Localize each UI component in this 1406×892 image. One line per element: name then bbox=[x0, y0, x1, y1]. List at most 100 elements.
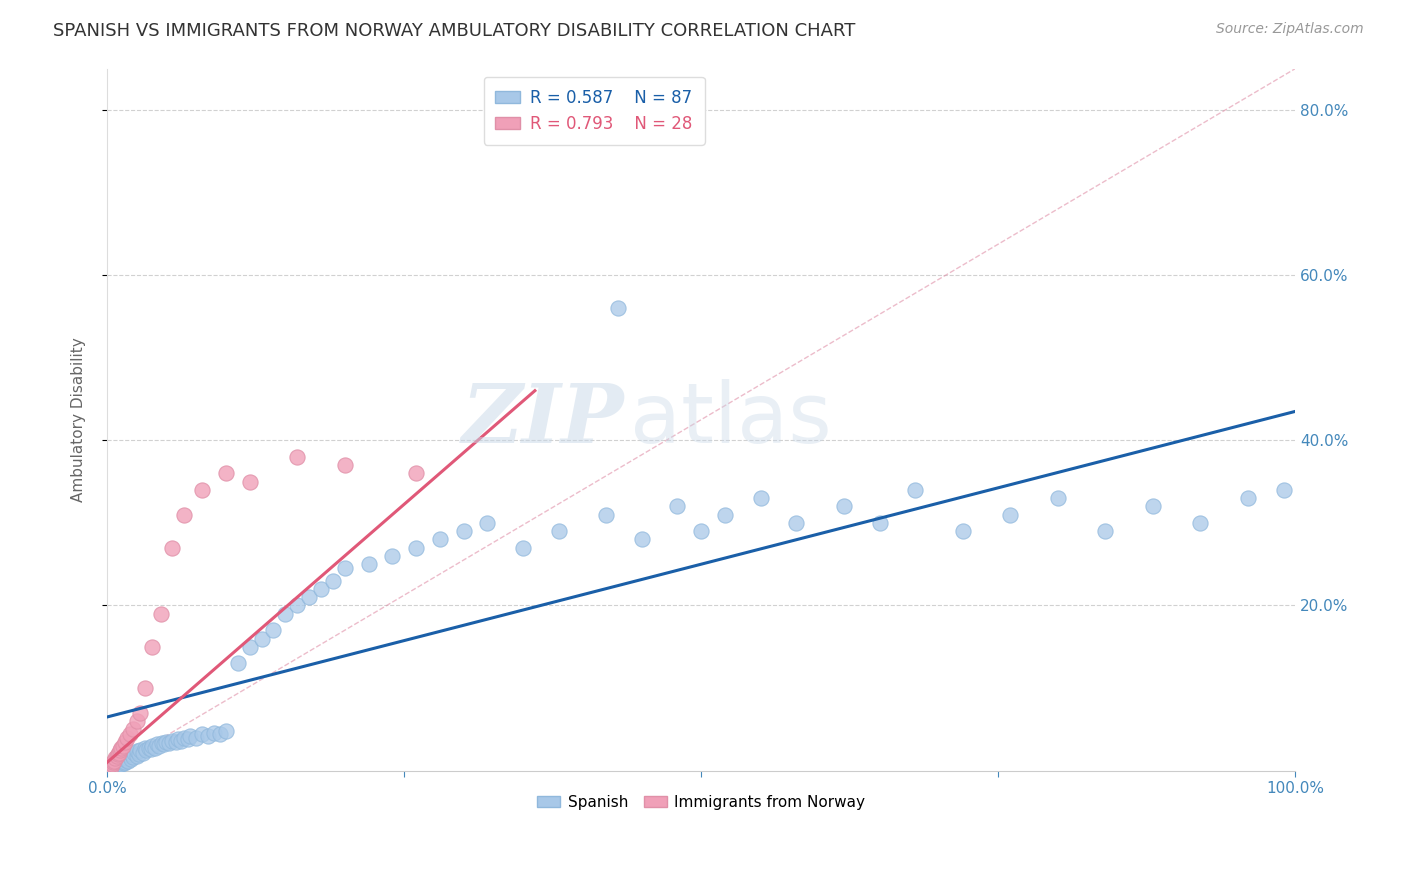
Point bbox=[215, 467, 238, 481]
Point bbox=[125, 714, 148, 728]
Point bbox=[101, 759, 124, 773]
Point bbox=[165, 735, 187, 749]
Point bbox=[226, 657, 249, 671]
Point bbox=[186, 731, 208, 745]
Point bbox=[107, 747, 129, 761]
Point bbox=[117, 751, 139, 765]
Point bbox=[832, 500, 855, 514]
Point bbox=[262, 624, 284, 638]
Point bbox=[1094, 524, 1116, 538]
Point bbox=[333, 561, 356, 575]
Point bbox=[114, 750, 136, 764]
Point bbox=[153, 737, 176, 751]
Point bbox=[115, 753, 138, 767]
Point bbox=[128, 747, 150, 761]
Point bbox=[141, 640, 163, 654]
Point bbox=[129, 743, 152, 757]
Point bbox=[239, 640, 262, 654]
Point bbox=[122, 750, 145, 764]
Point bbox=[104, 757, 127, 772]
Point bbox=[869, 516, 891, 530]
Point bbox=[108, 754, 131, 768]
Point bbox=[666, 500, 689, 514]
Point bbox=[108, 743, 131, 757]
Point bbox=[129, 706, 152, 720]
Point bbox=[125, 744, 148, 758]
Point bbox=[120, 747, 142, 761]
Point bbox=[322, 574, 344, 588]
Point bbox=[631, 533, 654, 547]
Point bbox=[124, 746, 146, 760]
Point bbox=[122, 723, 145, 737]
Point bbox=[101, 756, 124, 770]
Point bbox=[453, 524, 475, 538]
Point bbox=[143, 740, 166, 755]
Point bbox=[405, 467, 427, 481]
Point bbox=[114, 755, 136, 769]
Point bbox=[202, 725, 225, 739]
Text: ZIP: ZIP bbox=[461, 380, 624, 459]
Point bbox=[1000, 508, 1022, 522]
Point bbox=[274, 607, 297, 621]
Point bbox=[714, 508, 737, 522]
Point bbox=[149, 607, 172, 621]
Point bbox=[139, 742, 162, 756]
Point bbox=[155, 735, 177, 749]
Point bbox=[785, 516, 807, 530]
Point bbox=[120, 752, 142, 766]
Point bbox=[239, 475, 262, 489]
Point bbox=[110, 740, 132, 755]
Point bbox=[298, 591, 321, 605]
Point bbox=[173, 508, 195, 522]
Point bbox=[1272, 483, 1295, 497]
Point bbox=[117, 754, 139, 768]
Point bbox=[405, 541, 427, 555]
Point bbox=[162, 541, 184, 555]
Point bbox=[1046, 491, 1069, 505]
Point bbox=[114, 735, 136, 749]
Point bbox=[108, 746, 131, 760]
Point bbox=[138, 740, 160, 755]
Point bbox=[157, 736, 180, 750]
Point bbox=[749, 491, 772, 505]
Text: SPANISH VS IMMIGRANTS FROM NORWAY AMBULATORY DISABILITY CORRELATION CHART: SPANISH VS IMMIGRANTS FROM NORWAY AMBULA… bbox=[53, 22, 856, 40]
Point bbox=[191, 727, 214, 741]
Point bbox=[141, 739, 163, 753]
Point bbox=[547, 524, 569, 538]
Point bbox=[111, 739, 134, 753]
Y-axis label: Ambulatory Disability: Ambulatory Disability bbox=[72, 337, 86, 502]
Point bbox=[134, 741, 156, 756]
Point bbox=[112, 756, 135, 771]
Point bbox=[208, 727, 231, 741]
Point bbox=[104, 751, 127, 765]
Point bbox=[148, 739, 170, 753]
Point bbox=[162, 734, 184, 748]
Point bbox=[134, 681, 156, 695]
Point bbox=[146, 737, 169, 751]
Point bbox=[135, 743, 157, 757]
Point bbox=[904, 483, 927, 497]
Point bbox=[173, 731, 195, 745]
Point bbox=[607, 301, 630, 315]
Point bbox=[595, 508, 617, 522]
Point bbox=[381, 549, 404, 563]
Point bbox=[215, 724, 238, 739]
Point bbox=[101, 757, 124, 772]
Point bbox=[357, 557, 380, 571]
Point bbox=[952, 524, 974, 538]
Point bbox=[1142, 500, 1164, 514]
Point bbox=[132, 746, 155, 760]
Point bbox=[111, 751, 134, 765]
Point bbox=[108, 758, 131, 772]
Point bbox=[285, 450, 308, 464]
Point bbox=[1189, 516, 1212, 530]
Point bbox=[197, 729, 219, 743]
Point bbox=[103, 754, 125, 768]
Point bbox=[429, 533, 451, 547]
Point bbox=[150, 736, 173, 750]
Point bbox=[177, 732, 200, 747]
Text: atlas: atlas bbox=[630, 379, 832, 460]
Point bbox=[167, 732, 190, 747]
Text: Source: ZipAtlas.com: Source: ZipAtlas.com bbox=[1216, 22, 1364, 37]
Point bbox=[179, 729, 201, 743]
